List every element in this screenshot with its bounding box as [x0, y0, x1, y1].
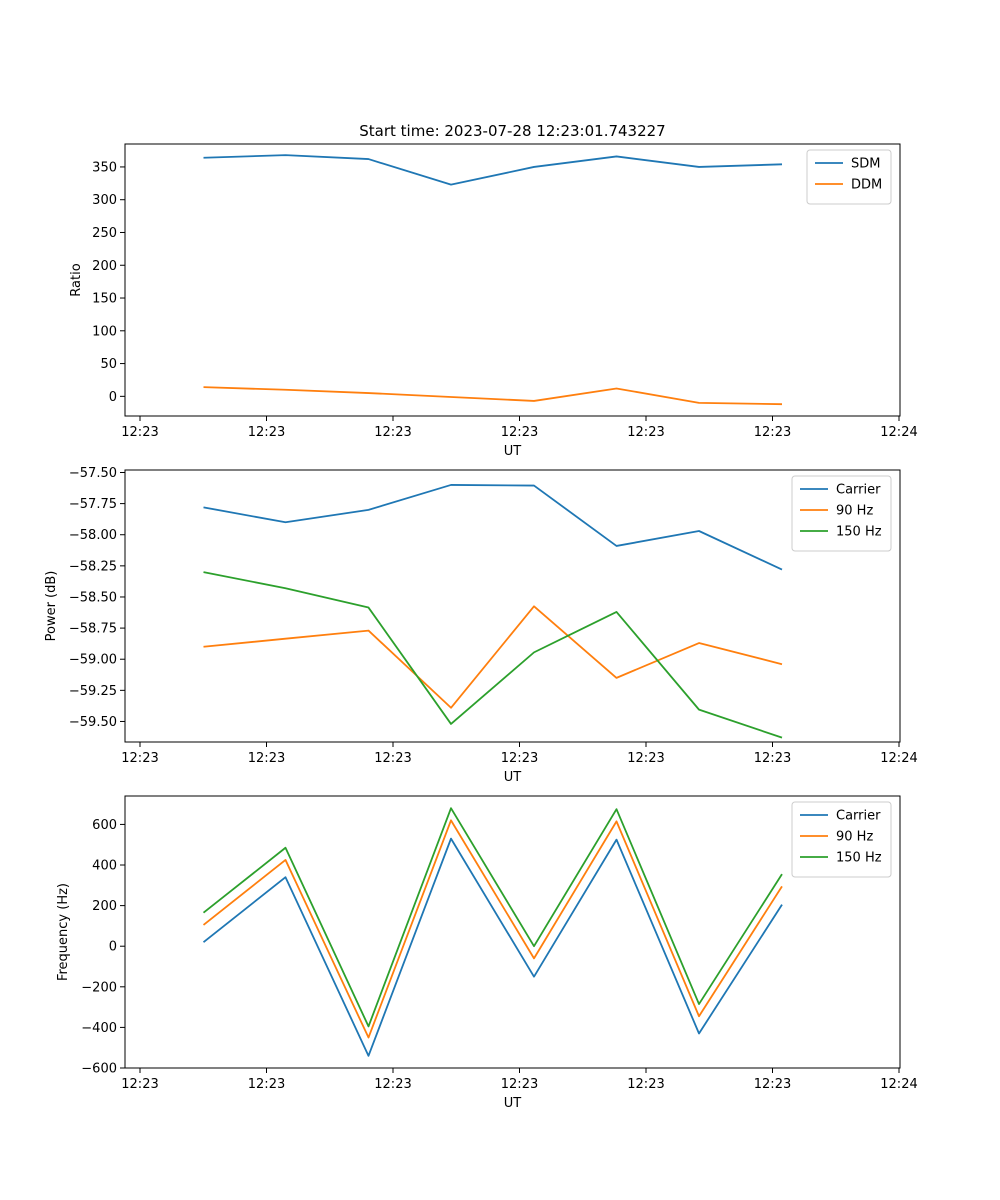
y-tick-label: −200: [81, 980, 117, 995]
y-tick-label: 300: [92, 193, 117, 208]
y-tick-label: −57.75: [69, 497, 117, 512]
y-tick-label: −58.25: [69, 559, 117, 574]
series-line-90-hz: [203, 605, 783, 709]
y-tick-label: 600: [92, 818, 117, 833]
frequency-panel: 12:23 12:23 12:23 12:23 12:23 12:23 12:24 UT −60…: [56, 795, 918, 1111]
x-tick-label: 12:23: [501, 751, 538, 766]
series-line-carrier: [203, 484, 783, 571]
y-tick-label: −59.25: [69, 684, 117, 699]
series-line-ddm: [203, 386, 783, 406]
legend-entry: 150 Hz: [836, 525, 882, 540]
series-line-90-hz: [202, 819, 783, 1039]
x-tick-label: 12:23: [754, 751, 791, 766]
y-axis-label: Frequency (Hz): [56, 883, 71, 981]
x-tick-label: 12:23: [627, 425, 664, 440]
x-tick-label: 12:23: [627, 1077, 664, 1092]
y-tick-label: 0: [109, 390, 117, 405]
axes-frame: [124, 143, 901, 417]
x-tick-label: 12:24: [880, 751, 917, 766]
y-tick-label: 50: [100, 357, 117, 372]
x-tick-label: 12:23: [248, 425, 285, 440]
x-tick-label: 12:23: [754, 1077, 791, 1092]
axes-frame: [124, 469, 901, 743]
x-tick-label: 12:24: [880, 1077, 917, 1092]
x-tick-label: 12:23: [248, 751, 285, 766]
y-tick-label: 0: [109, 940, 117, 955]
x-tick-label: 12:23: [248, 1077, 285, 1092]
x-tick-label: 12:23: [374, 425, 411, 440]
chart-title: Start time: 2023-07-28 12:23:01.743227: [359, 122, 665, 140]
series-line-sdm: [203, 154, 783, 186]
x-tick-label: 12:23: [121, 751, 158, 766]
x-tick-label: 12:23: [121, 425, 158, 440]
series-line-carrier: [202, 837, 783, 1057]
x-tick-label: 12:23: [374, 751, 411, 766]
y-tick-label: −57.50: [69, 466, 117, 481]
y-tick-label: −400: [81, 1021, 117, 1036]
x-tick-label: 12:23: [627, 751, 664, 766]
x-axis-label: UT: [504, 1096, 522, 1111]
y-tick-label: 350: [92, 160, 117, 175]
x-tick-label: 12:23: [501, 1077, 538, 1092]
power-panel: 12:23 12:23 12:23 12:23 12:23 12:23 12:24 UT −57…: [44, 466, 918, 785]
legend-entry: Carrier: [836, 483, 881, 498]
legend-entry: Carrier: [836, 809, 881, 824]
y-tick-label: 100: [92, 324, 117, 339]
x-tick-label: 12:23: [754, 425, 791, 440]
series-line-150-hz: [202, 807, 783, 1028]
axes-frame: [124, 795, 901, 1069]
y-tick-label: −58.00: [69, 528, 117, 543]
y-axis-label: Ratio: [69, 263, 84, 296]
x-axis-label: UT: [504, 444, 522, 459]
legend-entry: DDM: [851, 178, 882, 193]
legend-entry: 90 Hz: [836, 830, 873, 845]
x-tick-label: 12:23: [374, 1077, 411, 1092]
y-tick-label: −600: [81, 1062, 117, 1077]
y-tick-label: 250: [92, 226, 117, 241]
x-tick-label: 12:23: [121, 1077, 158, 1092]
legend-box: [791, 475, 892, 552]
legend-entry: SDM: [851, 157, 880, 172]
y-tick-label: 200: [92, 899, 117, 914]
ratio-panel: 12:23 12:23 12:23 12:23 12:23 12:23 12:24 UT 0 50…: [69, 143, 918, 459]
legend-box: [791, 801, 892, 878]
y-axis-label: Power (dB): [44, 571, 59, 642]
x-tick-label: 12:23: [501, 425, 538, 440]
legend-entry: 90 Hz: [836, 504, 873, 519]
legend-entry: 150 Hz: [836, 851, 882, 866]
x-tick-label: 12:24: [880, 425, 917, 440]
y-tick-label: 400: [92, 859, 117, 874]
y-tick-label: 150: [92, 292, 117, 307]
y-tick-label: −58.50: [69, 590, 117, 605]
y-tick-label: 200: [92, 259, 117, 274]
x-axis-label: UT: [504, 770, 522, 785]
y-tick-label: −59.00: [69, 653, 117, 668]
y-tick-label: −59.50: [69, 715, 117, 730]
y-tick-label: −58.75: [69, 622, 117, 637]
series-line-150-hz: [203, 571, 783, 739]
